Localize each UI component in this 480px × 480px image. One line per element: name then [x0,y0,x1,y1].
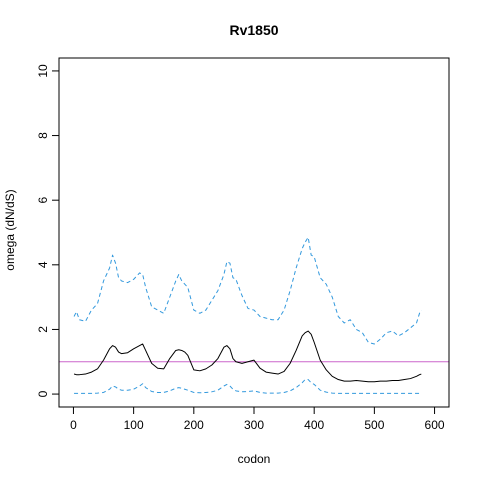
x-tick-label: 100 [124,418,144,432]
y-tick-label: 4 [36,261,50,268]
y-tick-label: 10 [36,64,50,78]
x-tick-label: 200 [184,418,204,432]
x-tick-label: 400 [304,418,324,432]
series-line-estimate [73,330,422,383]
x-axis-label: codon [238,452,271,466]
x-tick-label: 300 [244,418,264,432]
x-tick-label: 600 [425,418,445,432]
x-tick-label: 0 [70,418,77,432]
chart-title: Rv1850 [229,22,278,38]
x-tick-label: 500 [364,418,384,432]
series-line-upper-bound [73,236,422,345]
y-tick-label: 2 [36,326,50,333]
plot-area [59,236,449,394]
y-axis-label: omega (dN/dS) [3,189,17,270]
y-tick-label: 0 [36,390,50,397]
y-tick-label: 6 [36,197,50,204]
axes: 0 100 200 300 400 500 600 0 2 4 6 8 10 [36,57,450,432]
y-tick-label: 8 [36,132,50,139]
series-line-lower-bound [74,379,422,394]
